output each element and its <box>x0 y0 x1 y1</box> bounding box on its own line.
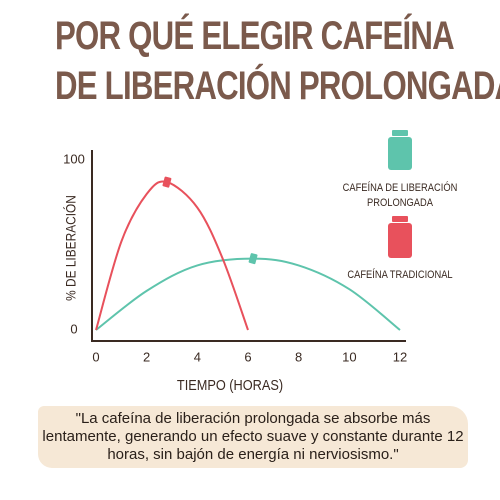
x-axis-label: TIEMPO (HORAS) <box>177 376 283 393</box>
legend-label: CAFEÍNA DE LIBERACIÓN PROLONGADA <box>342 182 458 209</box>
title-line: DE LIBERACIÓN PROLONGADA <box>55 64 500 108</box>
x-tick-label: 12 <box>393 349 407 364</box>
x-tick-label: 0 <box>92 349 99 364</box>
x-tick-label: 10 <box>342 349 356 364</box>
legend-bottle <box>388 216 412 258</box>
y-axis-label: % DE LIBERACIÓN <box>63 195 79 301</box>
series-line <box>95 180 249 331</box>
note-background <box>38 406 468 468</box>
y-tick-label: 0 <box>70 321 77 336</box>
x-tick-label: 8 <box>295 349 302 364</box>
x-tick-label: 2 <box>143 349 150 364</box>
title-line: POR QUÉ ELEGIR CAFEÍNA <box>55 14 455 58</box>
x-tick-label: 4 <box>194 349 201 364</box>
x-tick-label: 6 <box>244 349 251 364</box>
legend-bottle <box>388 130 412 170</box>
peak-marker <box>248 253 258 265</box>
legend-label: CAFEÍNA TRADICIONAL <box>347 269 453 281</box>
y-tick-label: 100 <box>63 151 85 166</box>
note: "La cafeína de liberación prolongada se … <box>42 410 464 463</box>
peak-marker <box>162 176 172 188</box>
